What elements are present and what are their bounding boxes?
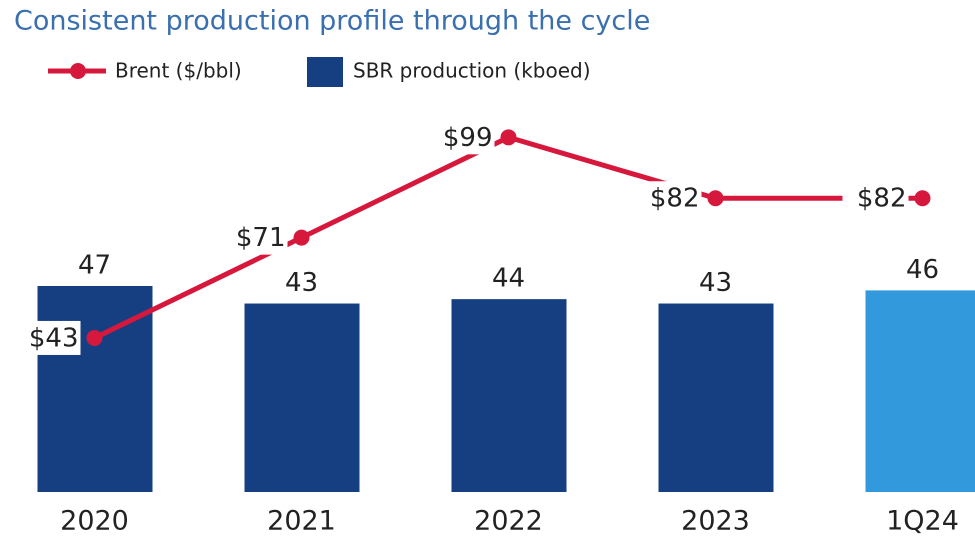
line-value-label: $43 xyxy=(29,323,79,353)
label-background xyxy=(14,320,81,355)
bar-value-label: 46 xyxy=(906,255,939,285)
line-marker xyxy=(293,229,310,246)
line-value-label: $82 xyxy=(857,184,907,214)
label-background xyxy=(428,120,495,155)
label-background xyxy=(635,181,702,216)
line-value-label: $82 xyxy=(650,184,700,214)
bar-value-label: 44 xyxy=(492,264,525,294)
line-marker xyxy=(500,129,517,146)
line-value-label: $71 xyxy=(236,223,286,253)
x-tick-label: 1Q24 xyxy=(886,506,959,537)
label-background xyxy=(221,220,288,255)
bar xyxy=(451,299,567,492)
line-marker xyxy=(86,329,103,346)
legend-label: Brent ($/bbl) xyxy=(115,59,242,83)
bar xyxy=(865,290,975,492)
x-tick-label: 2022 xyxy=(474,506,543,537)
bar xyxy=(244,303,360,492)
legend-label: SBR production (kboed) xyxy=(353,59,591,83)
x-tick-label: 2021 xyxy=(267,506,336,537)
bar-value-label: 43 xyxy=(699,268,732,298)
line-marker xyxy=(707,190,724,207)
line-value-label: $99 xyxy=(443,123,493,153)
legend-swatch xyxy=(307,57,343,87)
chart-title: Consistent production profile through th… xyxy=(14,6,650,37)
line-marker xyxy=(914,190,931,207)
bar-value-label: 47 xyxy=(78,251,111,281)
x-tick-label: 2020 xyxy=(60,506,129,537)
legend-marker xyxy=(70,63,86,79)
label-background xyxy=(842,181,909,216)
bar xyxy=(658,303,774,492)
x-tick-label: 2023 xyxy=(681,506,750,537)
bar-value-label: 43 xyxy=(285,268,318,298)
